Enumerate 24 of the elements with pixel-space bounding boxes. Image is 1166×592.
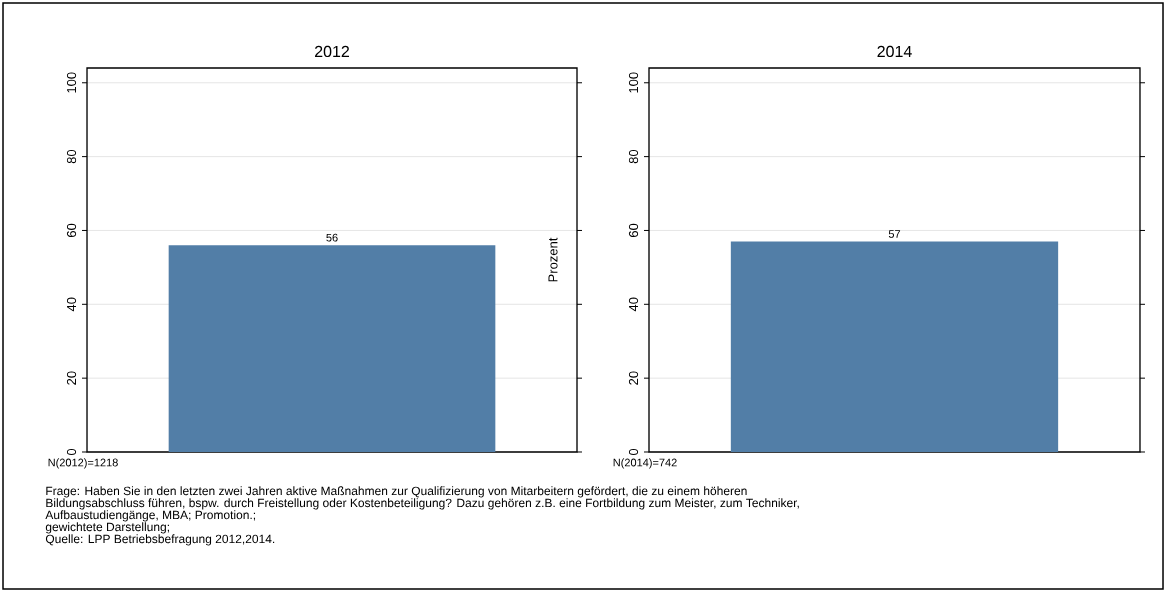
y-tick-label: 20 (66, 371, 77, 385)
y-axis-title: Prozent (548, 237, 558, 282)
text: N(2012)=1218 (48, 458, 118, 469)
y-tick-label: 40 (628, 297, 639, 312)
text: Bildungsabschluss führen, bspw. durch Freistellung oder Kostenbeteiligung? Dazu gehören z.B. eine Fortbildung zum Meister, zum Techniker, (46, 498, 799, 510)
data-label: 57 (888, 230, 901, 238)
chart-title: 2014 (877, 45, 912, 58)
data-label: 56 (326, 233, 338, 242)
text: gewichtete Darstellung; (45, 522, 169, 534)
y-tick-label: 60 (628, 223, 639, 238)
source-note: Quelle: LPP Betriebsbefragung 2012,2014. (45, 534, 275, 546)
y-tick-label: 100 (628, 72, 639, 93)
y-tick-label: 60 (66, 223, 77, 238)
text: N(2014)=742 (613, 458, 677, 469)
text: Aufbaustudiengänge, MBA; Promotion.; (45, 510, 256, 522)
y-tick-label: 100 (66, 72, 77, 93)
y-tick-label: 40 (66, 297, 77, 312)
y-tick-label: 0 (628, 448, 639, 456)
y-tick-label: 20 (628, 371, 639, 385)
chart-title: 2012 (315, 45, 349, 58)
y-tick-label: 80 (66, 149, 77, 164)
text: Frage: Haben Sie in den letzten zwei Jahren aktive Maßnahmen zur Qualifizierung von Mitarbeitern gefördert, die zu einem höheren (46, 486, 747, 498)
y-tick-label: 0 (66, 448, 77, 456)
y-tick-label: 80 (628, 149, 639, 164)
